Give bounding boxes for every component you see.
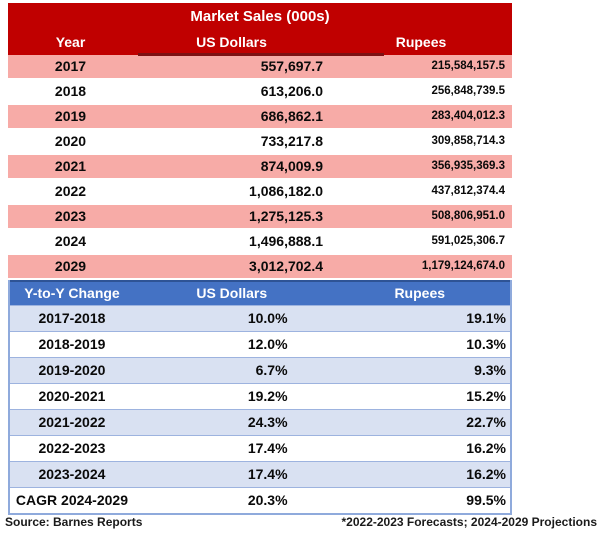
usd-header-underline: [138, 53, 384, 56]
sales-header-row: Year US Dollars Rupees: [8, 30, 512, 55]
change-row-2023-2024: 2023-2024 17.4% 16.2%: [10, 461, 510, 487]
usd-cell: 3,012,702.4: [249, 258, 323, 274]
period-cell: 2021-2022: [38, 414, 106, 430]
period-cell: 2019-2020: [38, 362, 106, 378]
sales-row-2017: 2017 557,697.7 215,584,157.5: [8, 55, 512, 80]
rupees-cell: 508,806,951.0: [431, 210, 505, 222]
year-cell: 2022: [54, 183, 87, 199]
usd-pct-cell: 19.2%: [247, 388, 288, 404]
col-header-rupees: Rupees: [395, 34, 447, 50]
period-cell: 2020-2021: [38, 388, 106, 404]
footer: Source: Barnes Reports *2022-2023 Foreca…: [5, 515, 597, 529]
projection-note: *2022-2023 Forecasts; 2024-2029 Projecti…: [341, 515, 598, 529]
sales-row-2020: 2020 733,217.8 309,858,714.3: [8, 130, 512, 155]
sales-row-2018: 2018 613,206.0 256,848,739.5: [8, 80, 512, 105]
usd-pct-cell: 6.7%: [255, 362, 288, 378]
usd-pct-cell: 12.0%: [247, 336, 288, 352]
year-cell: 2019: [54, 108, 87, 124]
year-cell: 2023: [54, 208, 87, 224]
sales-row-2023: 2023 1,275,125.3 508,806,951.0: [8, 205, 512, 230]
col-header-year: Year: [55, 34, 86, 50]
source-note: Source: Barnes Reports: [5, 515, 143, 529]
col-header-rupees: Rupees: [394, 285, 446, 301]
period-cell: 2017-2018: [38, 310, 106, 326]
tables-wrap: Market Sales (000s) Year US Dollars Rupe…: [8, 3, 512, 515]
change-row-2021-2022: 2021-2022 24.3% 22.7%: [10, 409, 510, 435]
period-cell: CAGR 2024-2029: [15, 492, 128, 508]
change-row-2020-2021: 2020-2021 19.2% 15.2%: [10, 383, 510, 409]
rupees-pct-cell: 19.1%: [466, 310, 506, 326]
usd-pct-cell: 17.4%: [247, 440, 288, 456]
usd-cell: 686,862.1: [260, 108, 323, 124]
rupees-cell: 591,025,306.7: [431, 235, 505, 247]
sales-row-2021: 2021 874,009.9 356,935,369.3: [8, 155, 512, 180]
rupees-pct-cell: 9.3%: [474, 362, 506, 378]
usd-cell: 1,275,125.3: [249, 208, 323, 224]
usd-cell: 613,206.0: [260, 83, 323, 99]
year-cell: 2021: [54, 158, 87, 174]
rupees-cell: 356,935,369.3: [431, 160, 505, 172]
year-cell: 2020: [54, 133, 87, 149]
year-cell: 2017: [54, 58, 87, 74]
rupees-cell: 1,179,124,674.0: [421, 260, 505, 272]
period-cell: 2018-2019: [38, 336, 106, 352]
market-sales-table: Market Sales (000s) Year US Dollars Rupe…: [8, 3, 512, 280]
rupees-pct-cell: 10.3%: [466, 336, 506, 352]
rupees-pct-cell: 16.2%: [466, 440, 506, 456]
rupees-pct-cell: 22.7%: [466, 414, 506, 430]
usd-pct-cell: 10.0%: [247, 310, 288, 326]
sales-row-2019: 2019 686,862.1 283,404,012.3: [8, 105, 512, 130]
rupees-cell: 215,584,157.5: [431, 60, 505, 72]
change-row-2017-2018: 2017-2018 10.0% 19.1%: [10, 305, 510, 331]
sales-row-2024: 2024 1,496,888.1 591,025,306.7: [8, 230, 512, 255]
change-row-2022-2023: 2022-2023 17.4% 16.2%: [10, 435, 510, 461]
rupees-cell: 283,404,012.3: [431, 110, 505, 122]
change-header-row: Y-to-Y Change US Dollars Rupees: [10, 280, 510, 305]
change-row-2018-2019: 2018-2019 12.0% 10.3%: [10, 331, 510, 357]
sales-row-2029: 2029 3,012,702.4 1,179,124,674.0: [8, 255, 512, 280]
period-cell: 2022-2023: [38, 440, 106, 456]
rupees-pct-cell: 15.2%: [466, 388, 506, 404]
change-row-2019-2020: 2019-2020 6.7% 9.3%: [10, 357, 510, 383]
usd-cell: 733,217.8: [260, 133, 323, 149]
rupees-pct-cell: 99.5%: [466, 492, 506, 508]
year-cell: 2024: [54, 233, 87, 249]
col-header-change: Y-to-Y Change: [24, 285, 120, 301]
rupees-pct-cell: 16.2%: [466, 466, 506, 482]
table-title: Market Sales (000s): [8, 3, 512, 30]
col-header-usd: US Dollars: [196, 285, 268, 301]
yoy-change-table: Y-to-Y Change US Dollars Rupees 2017-201…: [8, 280, 512, 515]
usd-pct-cell: 17.4%: [247, 466, 288, 482]
period-cell: 2023-2024: [38, 466, 106, 482]
usd-pct-cell: 20.3%: [247, 492, 288, 508]
usd-cell: 557,697.7: [260, 58, 323, 74]
sales-row-2022: 2022 1,086,182.0 437,812,374.4: [8, 180, 512, 205]
usd-cell: 1,086,182.0: [249, 183, 323, 199]
usd-pct-cell: 24.3%: [247, 414, 288, 430]
rupees-cell: 309,858,714.3: [431, 135, 505, 147]
col-header-usd: US Dollars: [196, 34, 267, 50]
usd-cell: 1,496,888.1: [249, 233, 323, 249]
year-cell: 2018: [54, 83, 87, 99]
change-row-cagr-2024-2029: CAGR 2024-2029 20.3% 99.5%: [10, 487, 510, 513]
rupees-cell: 256,848,739.5: [431, 85, 505, 97]
usd-cell: 874,009.9: [260, 158, 323, 174]
rupees-cell: 437,812,374.4: [431, 185, 505, 197]
year-cell: 2029: [54, 258, 87, 274]
